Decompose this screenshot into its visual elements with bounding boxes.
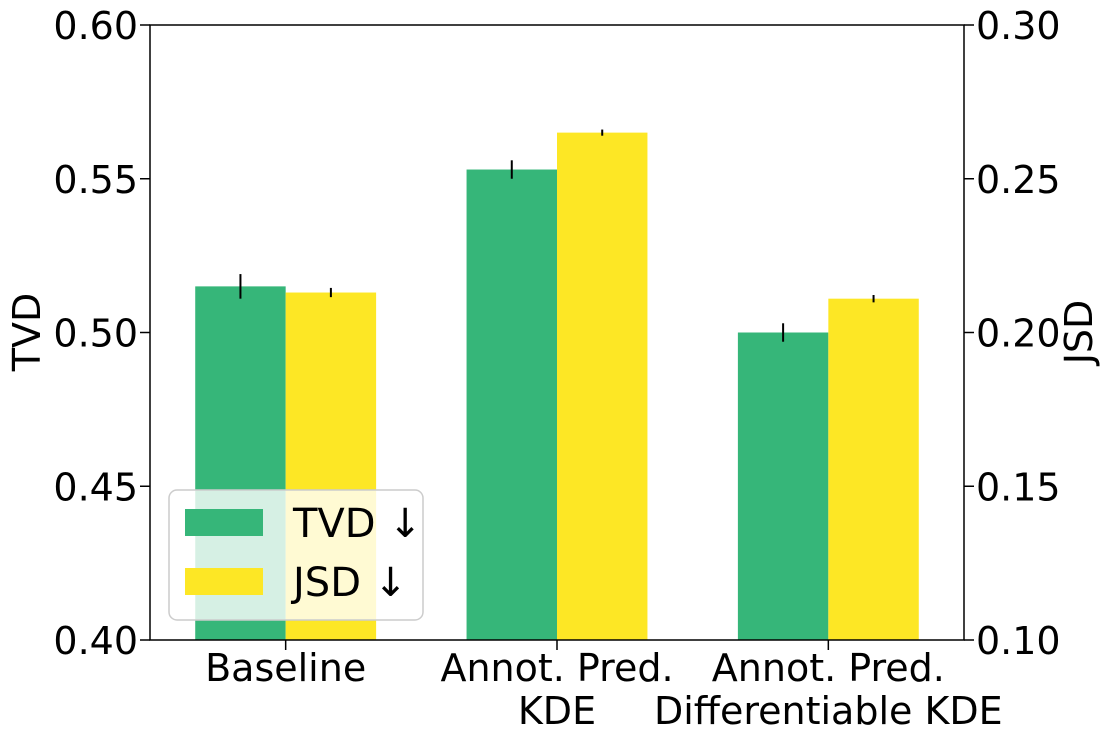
left-axis-title: TVD [5,293,49,372]
bar-tvd-1 [466,169,557,640]
right-y-axis: 0.10 0.15 0.20 0.25 0.30 [964,4,1061,663]
x-tick-label: KDE [518,689,596,733]
left-tick-label: 0.55 [53,158,138,202]
x-tick-label: Baseline [205,646,366,690]
legend-swatch-tvd [185,509,263,536]
right-tick-label: 0.15 [976,465,1061,509]
bar-jsd-1 [557,132,648,640]
left-y-axis: 0.40 0.45 0.50 0.55 0.60 [53,4,150,663]
error-bars-layer [239,129,875,342]
left-tick-label: 0.45 [53,465,138,509]
legend-label-tvd: TVD ↓ [292,501,422,547]
left-tick-label: 0.50 [53,312,138,356]
left-tick-label: 0.40 [53,619,138,663]
right-axis-title: JSD [1057,300,1101,367]
bars-layer [195,132,919,640]
right-tick-label: 0.20 [976,312,1061,356]
right-tick-label: 0.25 [976,158,1061,202]
bar-tvd-2 [737,332,829,640]
legend: TVD ↓ JSD ↓ [168,489,424,621]
left-tick-label: 0.60 [53,4,138,48]
right-tick-label: 0.10 [976,619,1061,663]
legend-swatch-jsd [185,568,263,595]
x-tick-label: Annot. Pred. [712,646,945,690]
right-tick-label: 0.30 [976,4,1061,48]
x-tick-label: Differentiable KDE [654,689,1003,733]
bar-jsd-2 [828,298,919,640]
x-tick-label: Annot. Pred. [440,646,673,690]
legend-label-jsd: JSD ↓ [290,560,407,606]
